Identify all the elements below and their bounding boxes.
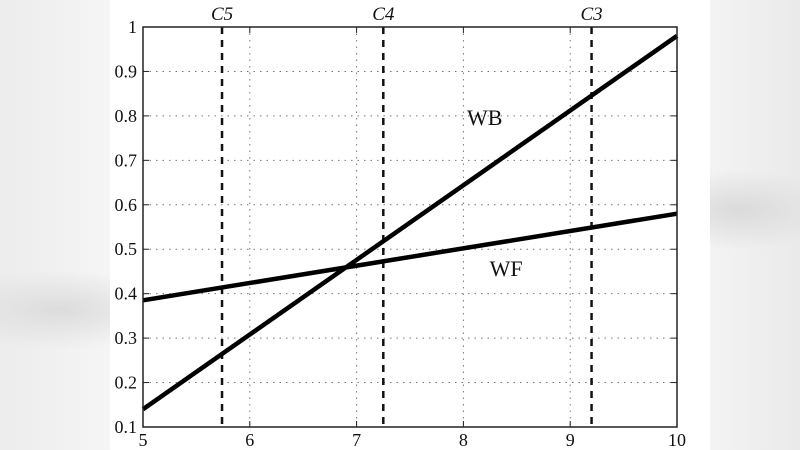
- series-label-wb: WB: [467, 105, 502, 130]
- series-line-wb: [141, 34, 679, 412]
- marker-label-c3: C3: [580, 4, 602, 25]
- x-tick-label: 7: [352, 430, 361, 450]
- y-tick-label: 0.3: [115, 328, 138, 348]
- x-tick-label: 8: [459, 430, 468, 450]
- x-tick-label: 10: [668, 430, 686, 450]
- y-tick-label: 0.5: [115, 239, 138, 259]
- plot-frame: [142, 26, 678, 428]
- y-tick-label: 0.1: [115, 417, 138, 437]
- y-tick-label: 0.8: [115, 106, 138, 126]
- marker-label-c5: C5: [211, 4, 233, 25]
- x-tick-label: 9: [566, 430, 575, 450]
- y-tick-label: 0.9: [115, 61, 138, 81]
- y-tick-label: 0.2: [115, 373, 138, 393]
- x-tick-label: 5: [139, 430, 148, 450]
- y-tick-label: 0.6: [115, 195, 138, 215]
- marker-label-c4: C4: [372, 4, 395, 25]
- y-tick-label: 1: [128, 17, 137, 37]
- series-line-wf: [142, 211, 678, 303]
- y-tick-label: 0.7: [115, 150, 138, 170]
- series-label-wf: WF: [490, 256, 523, 281]
- y-tick-label: 0.4: [115, 284, 138, 304]
- x-tick-label: 6: [245, 430, 254, 450]
